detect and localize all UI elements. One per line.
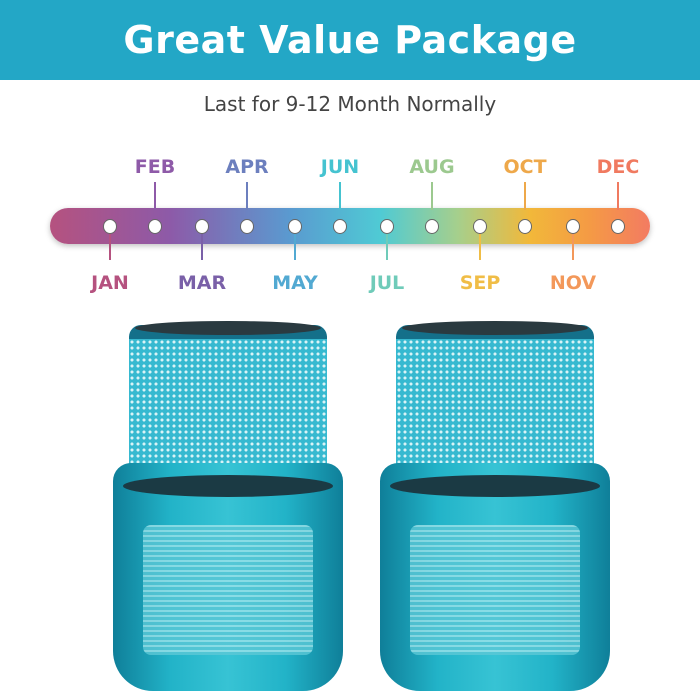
month-stem: [294, 232, 296, 260]
month-dot: [611, 219, 625, 234]
month-dot: [333, 219, 347, 234]
month-dot: [425, 219, 439, 234]
month-label-dec: DEC: [596, 156, 640, 178]
page-title: Great Value Package: [123, 18, 577, 62]
month-stem: [524, 182, 526, 210]
month-dot: [195, 219, 209, 234]
month-dot: [518, 219, 532, 234]
month-stem: [246, 182, 248, 210]
month-label-jul: JUL: [369, 272, 405, 294]
subtitle: Last for 9-12 Month Normally: [203, 92, 497, 116]
month-stem: [479, 232, 481, 260]
month-dot: [148, 219, 162, 234]
month-stem: [154, 182, 156, 210]
month-dot: [288, 219, 302, 234]
month-stem: [386, 232, 388, 260]
month-dot: [380, 219, 394, 234]
header-banner: Great Value Package: [0, 0, 700, 80]
month-label-may: MAY: [272, 272, 318, 294]
month-stem: [339, 182, 341, 210]
month-label-sep: SEP: [459, 272, 501, 294]
month-label-oct: OCT: [503, 156, 547, 178]
timeline-bar: [50, 208, 650, 244]
pleated-filter: [143, 525, 313, 655]
month-stem: [431, 182, 433, 210]
month-label-jun: JUN: [320, 156, 360, 178]
month-dot: [566, 219, 580, 234]
month-label-aug: AUG: [409, 156, 455, 178]
month-dot: [240, 219, 254, 234]
month-dot: [473, 219, 487, 234]
mesh-filter: [129, 325, 327, 489]
canister-top: [390, 475, 600, 497]
month-label-feb: FEB: [134, 156, 176, 178]
month-stem: [201, 232, 203, 260]
month-stem: [617, 182, 619, 210]
canister-top: [123, 475, 333, 497]
pleated-filter: [410, 525, 580, 655]
month-label-mar: MAR: [177, 272, 227, 294]
month-label-nov: NOV: [549, 272, 597, 294]
month-label-apr: APR: [225, 156, 269, 178]
month-stem: [572, 232, 574, 260]
filter-rim: [402, 321, 588, 335]
month-dot: [103, 219, 117, 234]
filter-rim: [135, 321, 321, 335]
month-label-jan: JAN: [91, 272, 129, 294]
month-stem: [109, 232, 111, 260]
